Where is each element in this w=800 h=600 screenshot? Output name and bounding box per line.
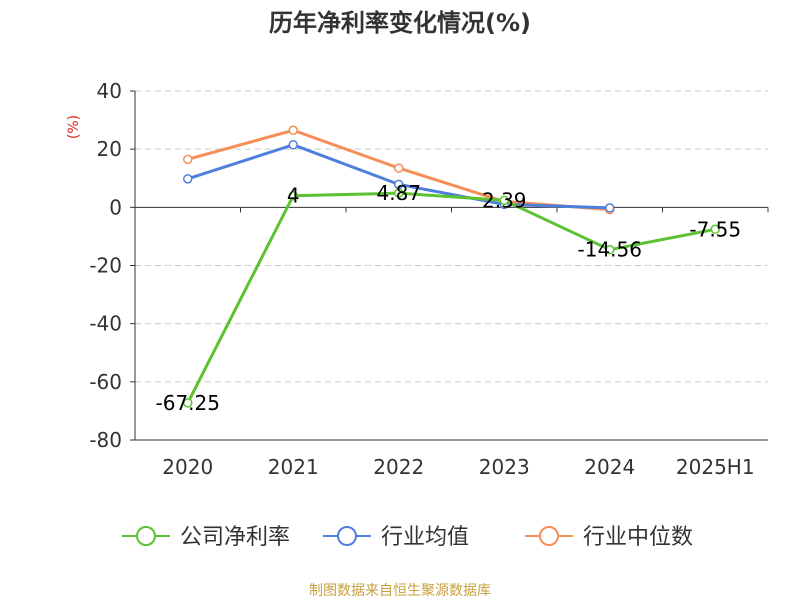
series-point	[288, 125, 298, 136]
chart-title: 历年净利率变化情况(%)	[269, 9, 531, 37]
data-label: 2.39	[482, 188, 527, 212]
y-tick-label: 0	[109, 195, 122, 219]
series-point	[183, 174, 193, 184]
x-tick-label: 2021	[268, 455, 319, 479]
series-point	[710, 224, 720, 235]
y-tick-label: 40	[97, 79, 122, 103]
y-tick-label: -20	[89, 254, 122, 278]
x-tick-label: 2020	[162, 455, 213, 479]
series-point	[183, 398, 193, 408]
y-tick-label: -80	[89, 428, 122, 452]
legend-label: 公司净利率	[180, 525, 290, 550]
series-point	[394, 163, 404, 173]
x-tick-label: 2024	[584, 455, 635, 479]
series-point	[288, 190, 298, 201]
series-point	[288, 140, 298, 150]
legend-marker	[539, 526, 559, 546]
data-label: -14.56	[578, 238, 642, 262]
series-point	[499, 195, 509, 206]
x-tick-label: 2022	[373, 455, 424, 479]
data-label: -67.25	[156, 391, 220, 415]
axes: 40 20 0 -20 -40 -60 -80 2020 2021 2022 2023 2024 202…	[89, 79, 769, 479]
data-label: 4.87	[376, 181, 421, 205]
y-tick-label: -60	[89, 370, 122, 394]
y-tick-label: 20	[97, 137, 122, 161]
source-note: 制图数据来自恒生聚源数据库	[309, 583, 491, 599]
series-lines	[183, 125, 720, 408]
y-axis-label: (%)	[66, 115, 82, 139]
series-point	[605, 244, 615, 255]
grid-lines	[135, 90, 768, 441]
data-label: 4	[287, 184, 300, 208]
legend: 公司净利率 行业均值 行业中位数	[122, 525, 693, 550]
x-tick-label: 2023	[479, 455, 530, 479]
series-point	[394, 179, 404, 190]
x-tick-label: 2025H1	[676, 455, 755, 479]
legend-label: 行业均值	[381, 525, 469, 550]
legend-marker	[136, 526, 156, 546]
series-point	[605, 203, 615, 213]
series-line	[186, 191, 716, 404]
data-labels: -67.25 4 4.87 2.39 -14.56 -7.55	[156, 181, 742, 415]
y-tick-label: -40	[89, 312, 122, 336]
series-point	[394, 188, 404, 198]
data-label: -7.55	[689, 217, 741, 241]
legend-label: 行业中位数	[583, 525, 693, 550]
series-point	[183, 154, 193, 165]
legend-marker	[337, 526, 357, 546]
